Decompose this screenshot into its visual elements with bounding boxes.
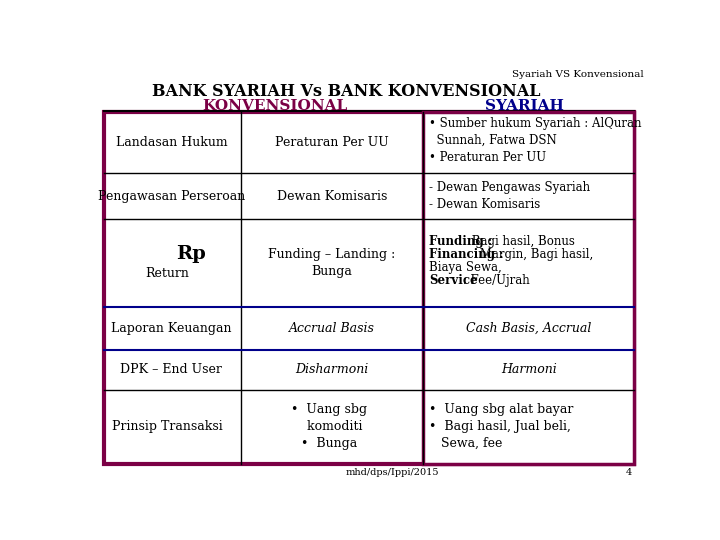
Text: Peraturan Per UU: Peraturan Per UU [275,136,389,149]
Text: BANK SYARIAH Vs BANK KONVENSIONAL: BANK SYARIAH Vs BANK KONVENSIONAL [151,83,540,100]
Text: Laporan Keuangan: Laporan Keuangan [111,322,232,335]
Text: Cash Basis, Accrual: Cash Basis, Accrual [466,322,591,335]
Text: Disharmoni: Disharmoni [295,363,369,376]
Text: Accrual Basis: Accrual Basis [289,322,374,335]
Text: Return: Return [145,267,189,280]
Text: Harmoni: Harmoni [501,363,557,376]
Text: •  Uang sbg
   komoditi
•  Bunga: • Uang sbg komoditi • Bunga [291,403,366,450]
Text: Pengawasan Perseroan: Pengawasan Perseroan [98,190,245,202]
Text: Margin, Bagi hasil,: Margin, Bagi hasil, [477,248,593,261]
Text: •  Uang sbg alat bayar
•  Bagi hasil, Jual beli,
   Sewa, fee: • Uang sbg alat bayar • Bagi hasil, Jual… [429,403,574,450]
Text: Syariah VS Konvensional: Syariah VS Konvensional [512,70,644,79]
Bar [104,112,634,464]
Text: Rp: Rp [176,245,206,263]
Text: : Fee/Ujrah: : Fee/Ujrah [459,274,530,287]
Text: Landasan Hukum: Landasan Hukum [116,136,228,149]
Text: - Dewan Pengawas Syariah
- Dewan Komisaris: - Dewan Pengawas Syariah - Dewan Komisar… [429,181,590,211]
Text: Dewan Komisaris: Dewan Komisaris [276,190,387,202]
Text: Funding – Landing :
Bunga: Funding – Landing : Bunga [268,248,395,278]
Text: Prinsip Transaksi: Prinsip Transaksi [112,420,223,433]
Text: KONVENSIONAL: KONVENSIONAL [202,99,347,113]
Bar [423,112,634,464]
Text: Service: Service [429,274,478,287]
Text: • Sumber hukum Syariah : AlQuran
  Sunnah, Fatwa DSN
• Peraturan Per UU: • Sumber hukum Syariah : AlQuran Sunnah,… [429,117,642,164]
Text: Funding :: Funding : [429,235,492,248]
Text: mhd/dps/Ippi/2015: mhd/dps/Ippi/2015 [346,468,439,477]
Text: DPK – End User: DPK – End User [120,363,222,376]
Text: Biaya Sewa,: Biaya Sewa, [429,261,503,274]
Text: SYARIAH: SYARIAH [485,99,564,113]
Text: 4: 4 [626,468,631,477]
Text: Bagi hasil, Bonus: Bagi hasil, Bonus [468,235,575,248]
Text: Financing :: Financing : [429,248,504,261]
